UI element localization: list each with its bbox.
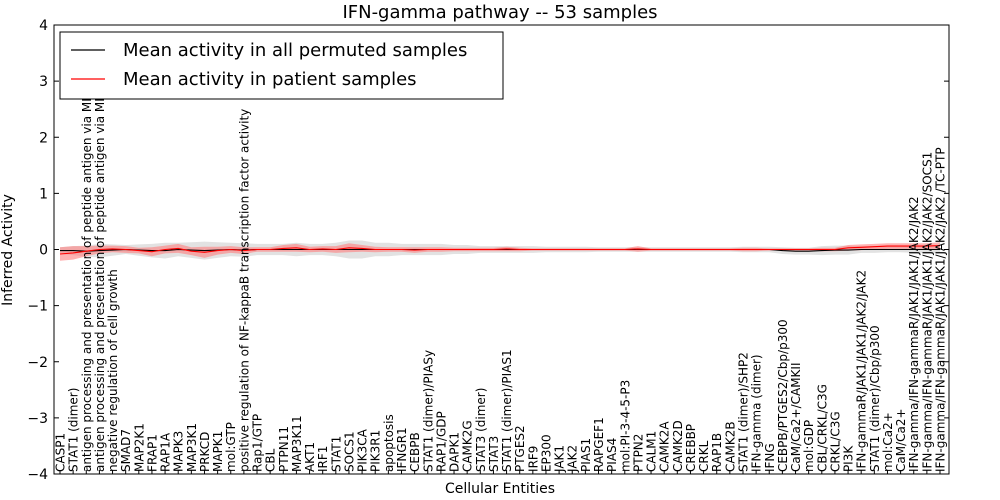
x-axis-label: Cellular Entities bbox=[445, 481, 555, 497]
x-tick-label: CREBBP bbox=[684, 424, 698, 472]
x-tick-label: IRF9 bbox=[526, 446, 540, 472]
chart-title: IFN-gamma pathway -- 53 samples bbox=[342, 2, 657, 23]
x-tick-label: PIK3CA bbox=[356, 428, 370, 472]
x-tick-label: CBL bbox=[264, 448, 278, 472]
x-tick-label: DAPK1 bbox=[448, 432, 462, 472]
x-tick-label: CALM1 bbox=[645, 431, 659, 472]
x-tick-label: IFN-gamma (dimer) bbox=[750, 354, 764, 472]
x-tick-label: IFN-gammaR/JAK1/JAK1/JAK2/JAK2 bbox=[855, 270, 869, 472]
x-tick-label: CBL/CRKL/C3G bbox=[815, 384, 829, 472]
legend-label-patient: Mean activity in patient samples bbox=[123, 69, 417, 90]
x-tick-label: PIAS1 bbox=[579, 438, 593, 472]
x-tick-label: apoptosis bbox=[382, 414, 396, 472]
x-tick-label: MAP2K1 bbox=[132, 423, 146, 472]
x-tick-label: PRKCD bbox=[198, 432, 212, 472]
x-tick-label: STAT1 (dimer)/Cbp/p300 bbox=[868, 325, 882, 472]
x-tick-label: RAPGEF1 bbox=[592, 417, 606, 472]
x-tick-label: Rap1/GTP bbox=[251, 414, 265, 472]
x-tick-label: PI3K bbox=[842, 445, 856, 472]
y-tick-label: −4 bbox=[27, 467, 48, 483]
x-tick-label: mol:GDP bbox=[802, 420, 816, 472]
x-tick-label: STAT1 (dimer)/PIASy bbox=[421, 350, 435, 472]
y-tick-label: −3 bbox=[27, 411, 48, 427]
x-tick-label: STAT1 (dimer)/SHP2 bbox=[737, 352, 751, 472]
x-tick-label: CaM/Ca2+/CAMKII bbox=[789, 362, 803, 471]
legend-box bbox=[59, 31, 504, 100]
x-tick-label: CaM/Ca2+ bbox=[894, 408, 908, 472]
x-tick-label: negative regulation of cell growth bbox=[106, 269, 120, 472]
x-tick-label: CEBPB/PTGES2/Cbp/p300 bbox=[776, 319, 790, 472]
y-tick-label: 3 bbox=[39, 74, 48, 90]
legend: Mean activity in all permuted samples Me… bbox=[59, 31, 504, 100]
x-tick-label: PTPN2 bbox=[631, 434, 645, 472]
legend-label-permuted: Mean activity in all permuted samples bbox=[123, 40, 467, 61]
x-tick-label: CAMK2G bbox=[461, 420, 475, 472]
band-series-1 bbox=[60, 242, 940, 261]
x-tick-label: PIK3R1 bbox=[369, 430, 383, 472]
x-tick-label: MAP3K1 bbox=[185, 423, 199, 472]
x-tick-label: STAT1 bbox=[329, 436, 343, 472]
x-tick-label: IFNGR1 bbox=[395, 427, 409, 472]
x-tick-label: mol:GTP bbox=[224, 422, 238, 472]
x-tick-label: CASP1 bbox=[54, 433, 68, 472]
line-series-1 bbox=[59, 245, 941, 255]
x-tick-label: SOCS1 bbox=[343, 431, 357, 472]
x-tick-label: antigen processing and presentation of p… bbox=[93, 40, 107, 472]
x-tick-label: STAT1 (dimer)/PIAS1 bbox=[500, 349, 514, 472]
x-tick-label: MAPK1 bbox=[211, 431, 225, 472]
x-tick-label: RAP1A bbox=[159, 432, 173, 472]
x-tick-label: IFN-gamma/IFN-gammaR/JAK1/JAK1/JAK2/JAK2… bbox=[920, 152, 934, 472]
x-tick-label: IFN-gamma/IFN-gammaR/JAK1/JAK1/JAK2/JAK2… bbox=[934, 147, 948, 472]
x-tick-label: antigen processing and presentation of p… bbox=[80, 43, 94, 472]
x-tick-label: MAP3K11 bbox=[290, 415, 304, 472]
x-tick-label: IRF1 bbox=[316, 446, 330, 472]
x-tick-label: JAK1 bbox=[553, 445, 567, 473]
x-tick-label: JAK2 bbox=[566, 445, 580, 473]
x-tick-label: CAMK2A bbox=[658, 421, 672, 472]
x-tick-label: SMAD7 bbox=[119, 429, 133, 472]
y-tick-label: 1 bbox=[39, 186, 48, 202]
x-tick-label: mol:PI-3-4-5-P3 bbox=[618, 380, 632, 472]
x-tick-label: CAMK2B bbox=[723, 421, 737, 472]
x-tick-label: STAT1 (dimer) bbox=[67, 388, 81, 472]
x-tick-label: STAT3 (dimer) bbox=[474, 388, 488, 472]
x-tick-label: RAP1B bbox=[710, 433, 724, 472]
y-tick-label: 4 bbox=[39, 18, 48, 34]
y-tick-label: 0 bbox=[39, 243, 48, 259]
x-tick-label: PIAS4 bbox=[605, 438, 619, 472]
x-axis: CASP1 STAT1 (dimer) antigen processing and… bbox=[54, 40, 948, 474]
y-axis: −4 −3 −2 −1 0 1 2 3 4 bbox=[27, 18, 949, 483]
series-lines bbox=[59, 245, 941, 255]
x-tick-label: AKT1 bbox=[303, 442, 317, 472]
x-tick-label: CEBPB bbox=[408, 432, 422, 472]
x-tick-label: IFN-gamma/IFN-gammaR/JAK1/JAK1/JAK2/JAK2 bbox=[907, 196, 921, 472]
y-tick-label: −2 bbox=[27, 355, 48, 371]
x-tick-label: CRKL/C3G bbox=[828, 411, 842, 472]
x-tick-label: CRKL bbox=[697, 440, 711, 472]
x-tick-label: IFNG bbox=[763, 443, 777, 472]
y-tick-label: −1 bbox=[27, 299, 48, 315]
x-tick-label: CAMK2D bbox=[671, 420, 685, 472]
x-tick-label: PTGES2 bbox=[513, 425, 527, 472]
x-tick-label: MAPK3 bbox=[172, 431, 186, 472]
x-tick-label: mol:Ca2+ bbox=[881, 412, 895, 472]
x-tick-label: positive regulation of NF-kappaB transcr… bbox=[237, 109, 251, 472]
x-tick-label: FRAP1 bbox=[145, 434, 159, 472]
y-tick-label: 2 bbox=[39, 130, 48, 146]
y-axis-label: Inferred Activity bbox=[0, 194, 16, 306]
x-tick-label: EP300 bbox=[540, 434, 554, 472]
x-tick-label: PTPN11 bbox=[277, 426, 291, 472]
x-tick-label: STAT3 bbox=[487, 436, 501, 472]
x-tick-label: RAP1/GDP bbox=[434, 411, 448, 472]
